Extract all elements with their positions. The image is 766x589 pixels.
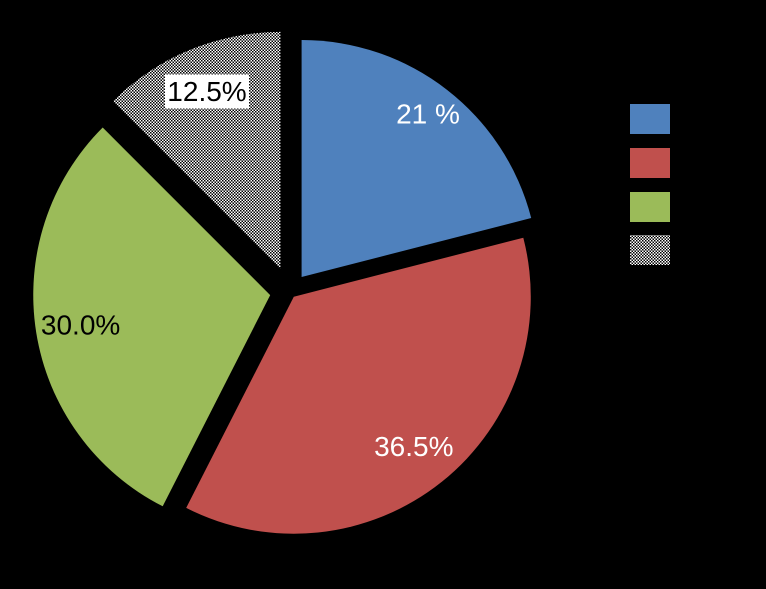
pie-slice-365pct[interactable] bbox=[186, 237, 531, 534]
legend-swatch-4[interactable] bbox=[630, 235, 670, 265]
data-label-background bbox=[165, 74, 249, 109]
legend-swatch-3[interactable] bbox=[630, 192, 670, 222]
pie-data-label: 21 % bbox=[396, 99, 460, 130]
chart-legend bbox=[630, 104, 670, 265]
pie-slice-21pct[interactable] bbox=[301, 39, 532, 277]
pie-slice-300pct[interactable] bbox=[33, 127, 271, 507]
pie-data-label: 12.5% bbox=[167, 76, 246, 107]
legend-swatch-2[interactable] bbox=[630, 148, 670, 178]
pie-data-labels: 21 % 36.5% 30.0% 12.5% bbox=[41, 74, 460, 462]
pie-data-label: 30.0% bbox=[41, 310, 120, 341]
pie-data-label: 36.5% bbox=[374, 431, 453, 462]
legend-swatch-1[interactable] bbox=[630, 104, 670, 134]
